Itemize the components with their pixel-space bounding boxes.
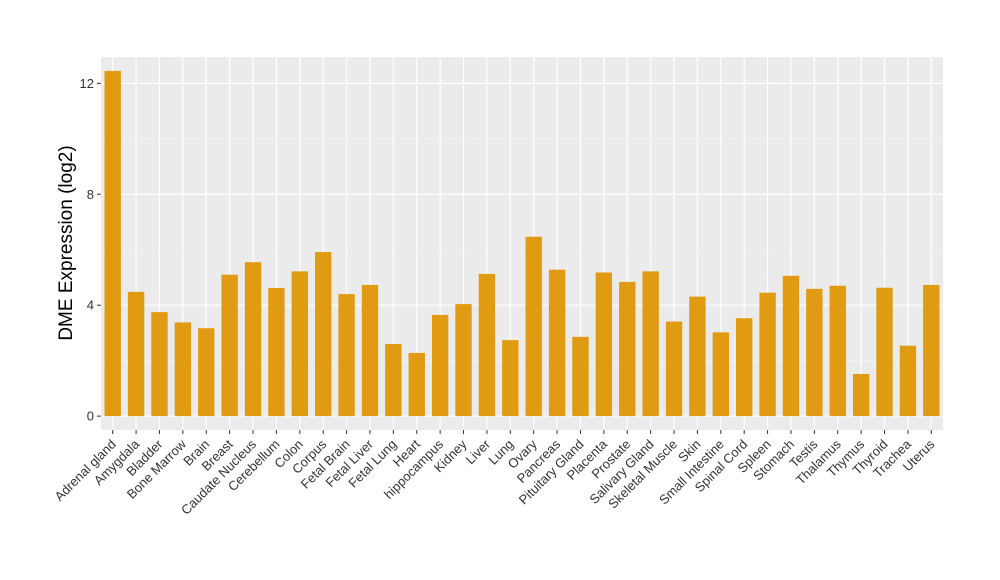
y-tick-label: 0 bbox=[87, 409, 94, 424]
bar-fetal-brain bbox=[338, 294, 355, 417]
bar-uterus bbox=[923, 284, 940, 417]
bar-salivary-gland bbox=[642, 271, 659, 417]
bar-skin bbox=[689, 296, 706, 417]
bar-pituitary-gland bbox=[572, 336, 589, 417]
bars bbox=[104, 70, 940, 417]
plot-panel bbox=[101, 57, 943, 430]
y-axis-title: DME Expression (log2) bbox=[56, 145, 77, 340]
bar-fetal-lung bbox=[385, 344, 402, 417]
bar-spleen bbox=[759, 292, 776, 417]
bar-corpus bbox=[315, 251, 332, 417]
bar-hippocampus bbox=[431, 314, 449, 417]
bar-thyroid bbox=[876, 287, 893, 417]
bar-adrenal-gland bbox=[104, 70, 121, 417]
bar-testis bbox=[806, 288, 823, 417]
bar-stomach bbox=[782, 275, 800, 417]
y-axis: 0 4 8 12 bbox=[80, 76, 101, 424]
bar-brain bbox=[198, 328, 215, 417]
bar-spinal-cord bbox=[736, 318, 753, 417]
bar-liver bbox=[478, 273, 496, 417]
bar-prostate bbox=[619, 281, 636, 417]
bar-amygdala bbox=[127, 291, 145, 417]
bar-placenta bbox=[595, 272, 613, 417]
bar-breast bbox=[221, 274, 238, 417]
bar-lung bbox=[502, 340, 519, 417]
bar-ovary bbox=[525, 236, 542, 417]
bar-caudate-nucleus bbox=[244, 262, 262, 417]
bar-thalamus bbox=[829, 285, 846, 417]
bar-bladder bbox=[151, 312, 168, 417]
bar-small-intestine bbox=[712, 332, 729, 417]
bar-bone-marrow bbox=[174, 322, 192, 417]
bar-colon bbox=[291, 271, 308, 417]
y-tick-label: 12 bbox=[80, 76, 94, 91]
bar-trachea bbox=[899, 345, 917, 417]
bar-fetal-liver bbox=[361, 284, 379, 417]
bar-pancreas bbox=[548, 269, 566, 417]
x-tick-label: Liver bbox=[462, 436, 493, 467]
bar-thymus bbox=[852, 373, 870, 417]
bar-heart bbox=[408, 352, 425, 417]
bar-kidney bbox=[455, 304, 472, 417]
y-tick-label: 8 bbox=[87, 187, 94, 202]
bar-skeletal-muscle bbox=[665, 321, 683, 417]
y-tick-label: 4 bbox=[87, 298, 94, 313]
bar-cerebellum bbox=[268, 288, 285, 417]
